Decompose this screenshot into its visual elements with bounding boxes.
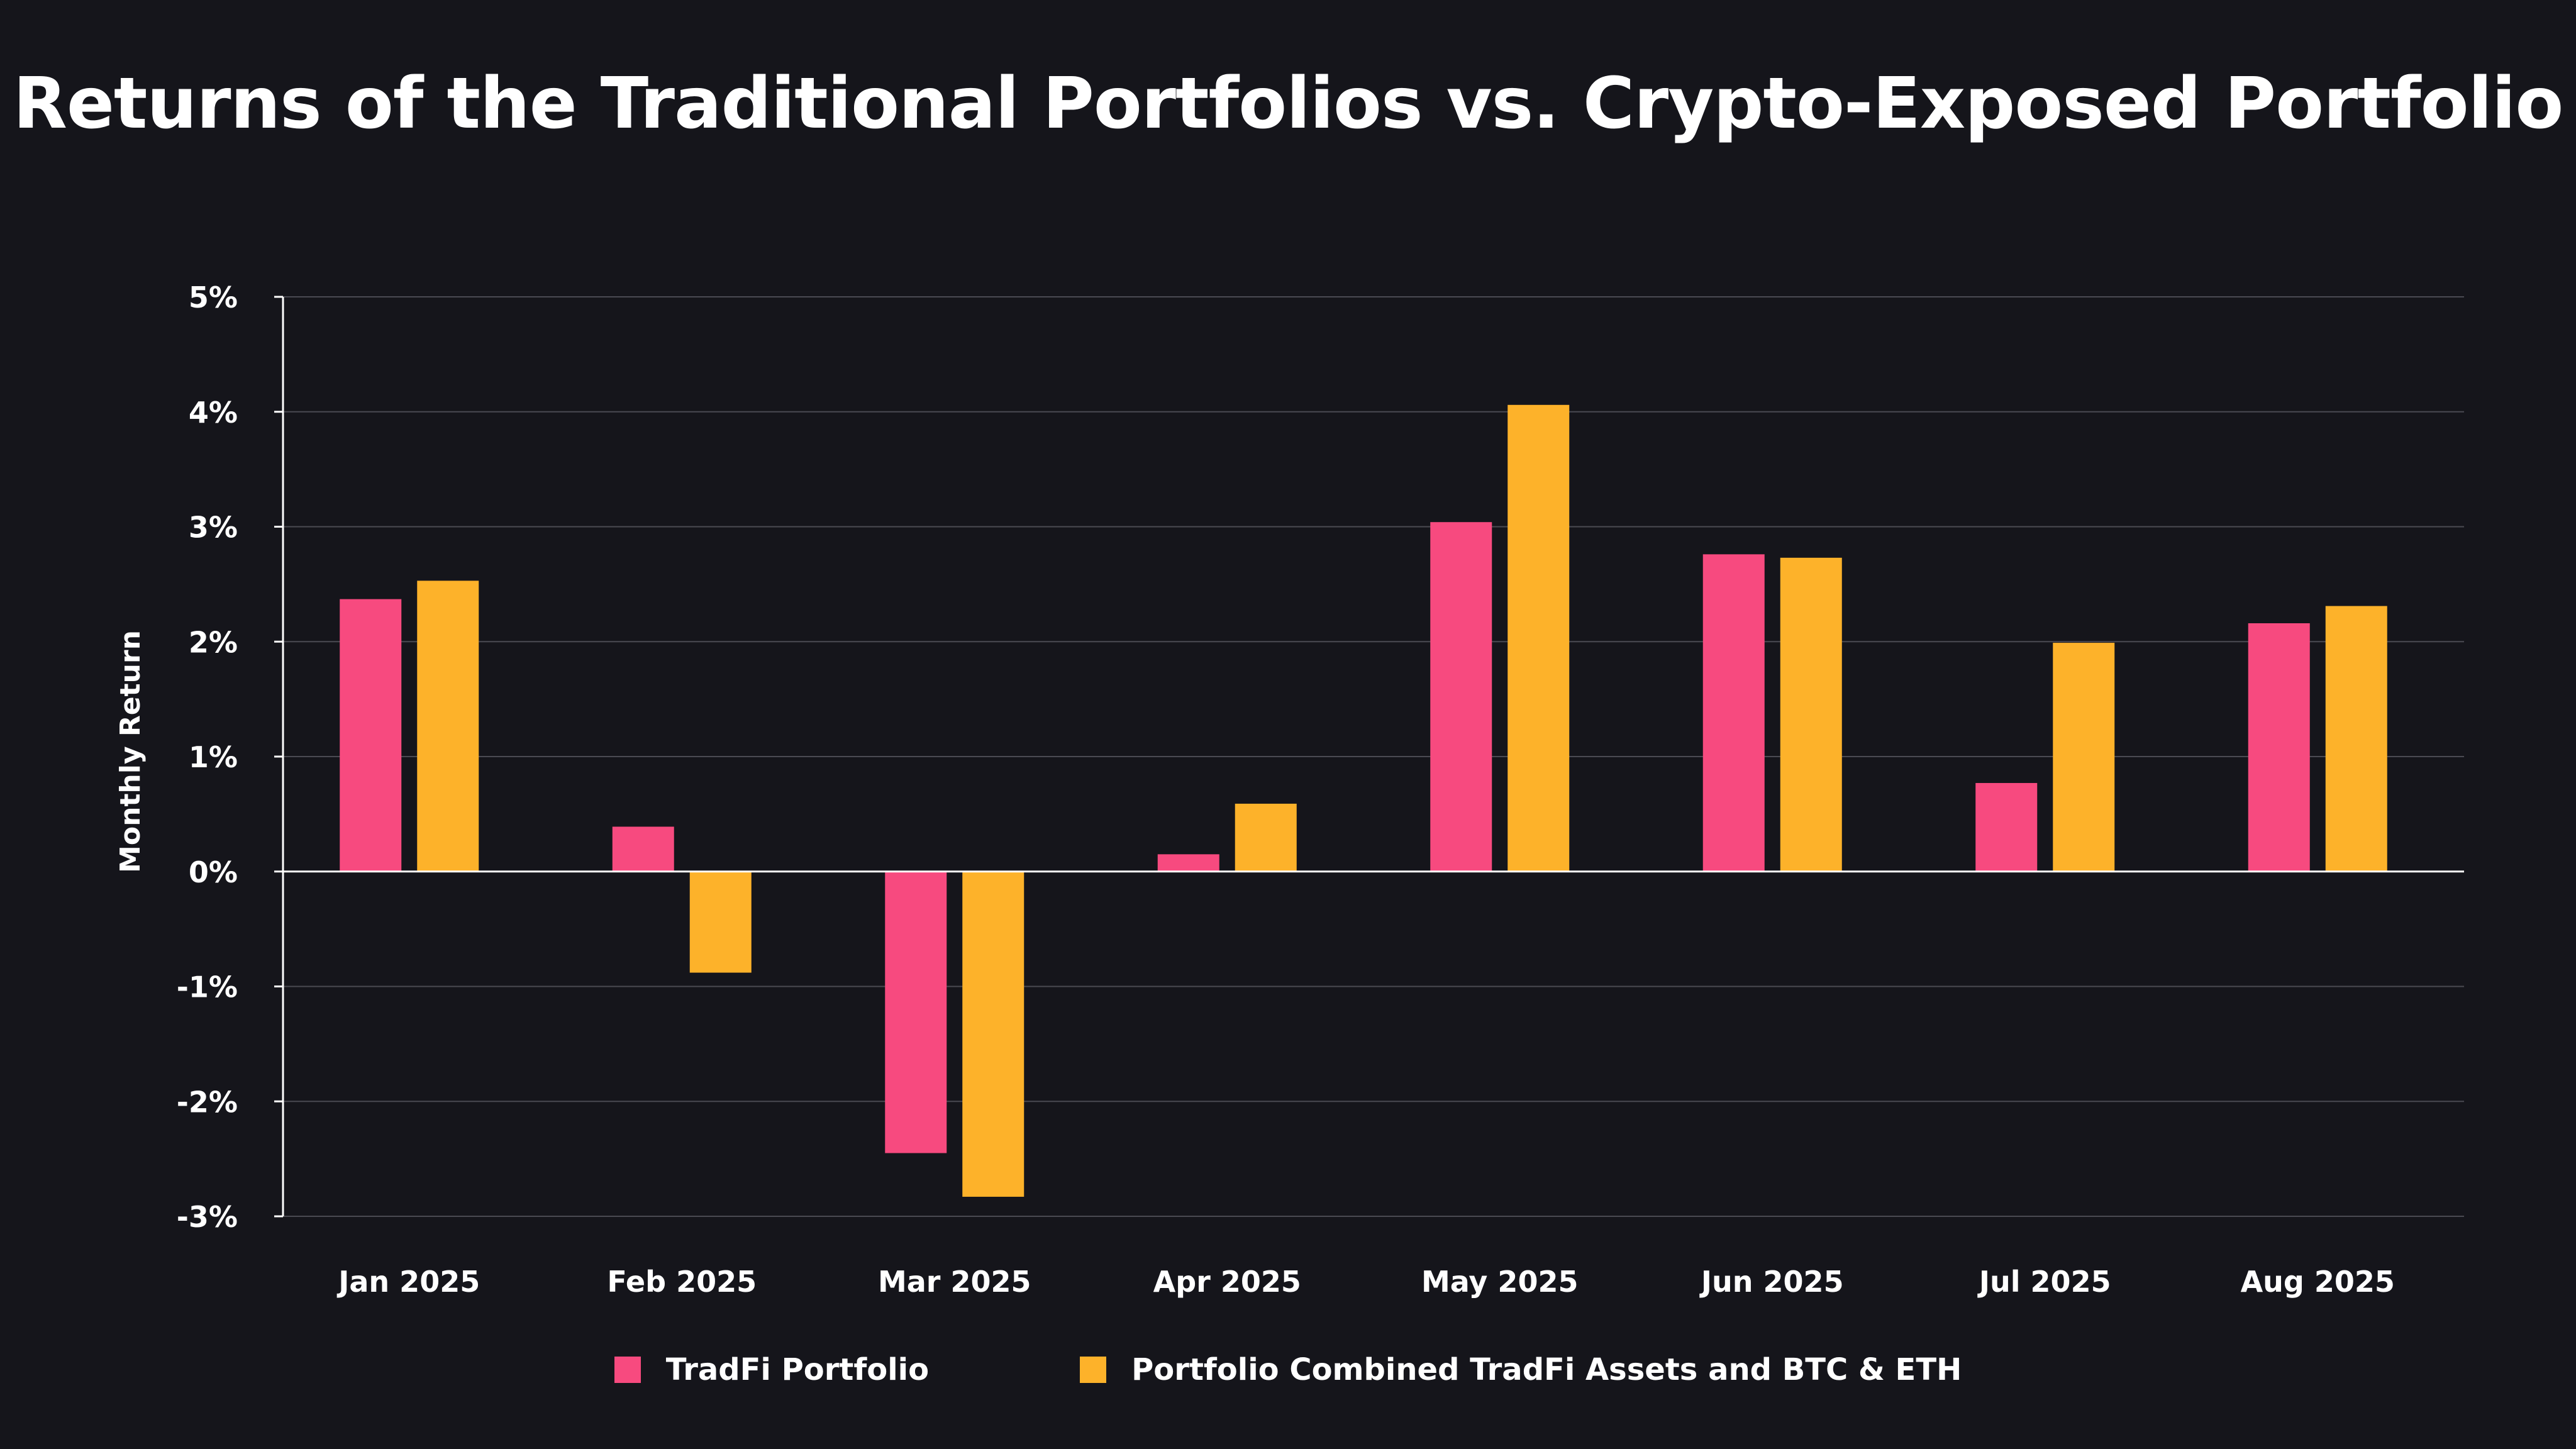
bar-tradfi-may-2025 (1430, 522, 1492, 872)
legend-label-tradfi: TradFi Portfolio (665, 1352, 930, 1387)
y-tick-label: 2% (189, 625, 238, 659)
bar-combined-may-2025 (1507, 404, 1570, 872)
bar-tradfi-jun-2025 (1702, 554, 1765, 872)
legend-swatch-combined (1080, 1357, 1107, 1383)
y-tick-label: 0% (189, 855, 238, 889)
x-tick-label: Jul 2025 (1977, 1265, 2111, 1299)
legend-swatch-tradfi (614, 1357, 641, 1383)
legend-item-tradfi: TradFi Portfolio (614, 1352, 929, 1387)
bar-combined-aug-2025 (2325, 606, 2387, 872)
bar-tradfi-apr-2025 (1157, 854, 1219, 872)
x-tick-label: Jan 2025 (336, 1265, 480, 1299)
chart-title: Returns of the Traditional Portfolios vs… (13, 63, 2564, 145)
bar-combined-jul-2025 (2053, 643, 2115, 872)
y-tick-label: 3% (189, 511, 238, 545)
axes (274, 296, 2464, 1218)
y-tick-label: -1% (177, 970, 238, 1004)
y-tick-label: -3% (177, 1200, 238, 1234)
y-tick-label: 4% (189, 396, 238, 430)
y-tick-label: 1% (189, 740, 238, 774)
bar-tradfi-jan-2025 (340, 599, 402, 872)
x-tick-label: Feb 2025 (607, 1265, 757, 1299)
tick-labels: 5% 4% 3% 2% 1% 0% -1% -2% -3% Monthly Return Jan 2… (114, 280, 2395, 1299)
bar-combined-feb-2025 (689, 871, 752, 973)
x-tick-label: Jun 2025 (1699, 1265, 1844, 1299)
grid-lines (283, 296, 2464, 1217)
bar-tradfi-mar-2025 (885, 871, 947, 1153)
bar-tradfi-jul-2025 (1975, 783, 2038, 872)
bars (340, 404, 2387, 1197)
x-tick-label: May 2025 (1421, 1265, 1578, 1299)
y-tick-label: -2% (177, 1085, 238, 1119)
bar-combined-mar-2025 (962, 871, 1024, 1197)
bar-combined-apr-2025 (1235, 803, 1297, 872)
bar-tradfi-feb-2025 (612, 826, 674, 872)
x-tick-label: Aug 2025 (2241, 1265, 2395, 1299)
x-tick-label: Mar 2025 (878, 1265, 1031, 1299)
legend: TradFi Portfolio Portfolio Combined Trad… (0, 1352, 2576, 1387)
bar-combined-jun-2025 (1780, 557, 1842, 872)
bar-combined-jan-2025 (417, 580, 479, 872)
y-tick-label: 5% (189, 280, 238, 314)
legend-label-combined: Portfolio Combined TradFi Assets and BTC… (1131, 1352, 1962, 1387)
bar-tradfi-aug-2025 (2248, 623, 2310, 872)
x-tick-label: Apr 2025 (1153, 1265, 1301, 1299)
y-axis-title: Monthly Return (114, 630, 147, 873)
legend-item-combined: Portfolio Combined TradFi Assets and BTC… (1080, 1352, 1962, 1387)
